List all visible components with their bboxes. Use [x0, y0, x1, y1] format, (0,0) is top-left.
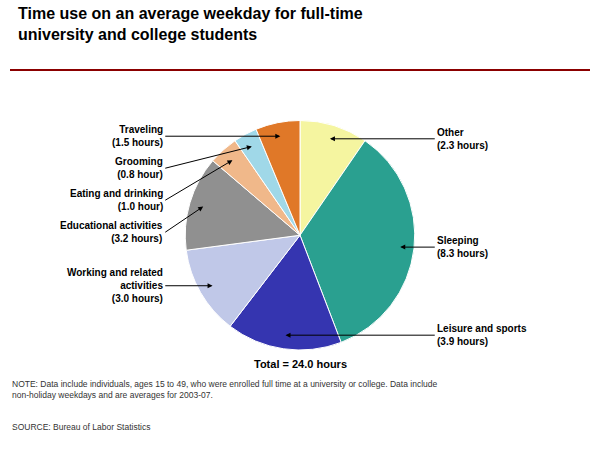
svg-text:Sleeping(8.3 hours): Sleeping(8.3 hours): [437, 235, 488, 259]
svg-text:NOTE: Data include individuals: NOTE: Data include individuals, ages 15 …: [12, 379, 437, 400]
svg-text:Working and relatedactivities(: Working and relatedactivities(3.0 hours): [67, 267, 163, 304]
svg-text:Total = 24.0 hours: Total = 24.0 hours: [254, 358, 347, 370]
svg-text:Time use on an average weekday: Time use on an average weekday for full-…: [18, 5, 363, 43]
svg-text:Leisure and sports(3.9 hours): Leisure and sports(3.9 hours): [437, 323, 527, 347]
svg-text:Educational activities(3.2 hou: Educational activities(3.2 hours): [60, 220, 163, 244]
svg-text:SOURCE: Bureau of Labor Statis: SOURCE: Bureau of Labor Statistics: [12, 422, 150, 432]
svg-text:Other(2.3 hours): Other(2.3 hours): [437, 127, 488, 151]
svg-text:Traveling(1.5 hours): Traveling(1.5 hours): [112, 124, 163, 148]
svg-text:Grooming(0.8 hour): Grooming(0.8 hour): [115, 156, 163, 180]
svg-text:Eating and drinking(1.0 hour): Eating and drinking(1.0 hour): [70, 188, 163, 212]
